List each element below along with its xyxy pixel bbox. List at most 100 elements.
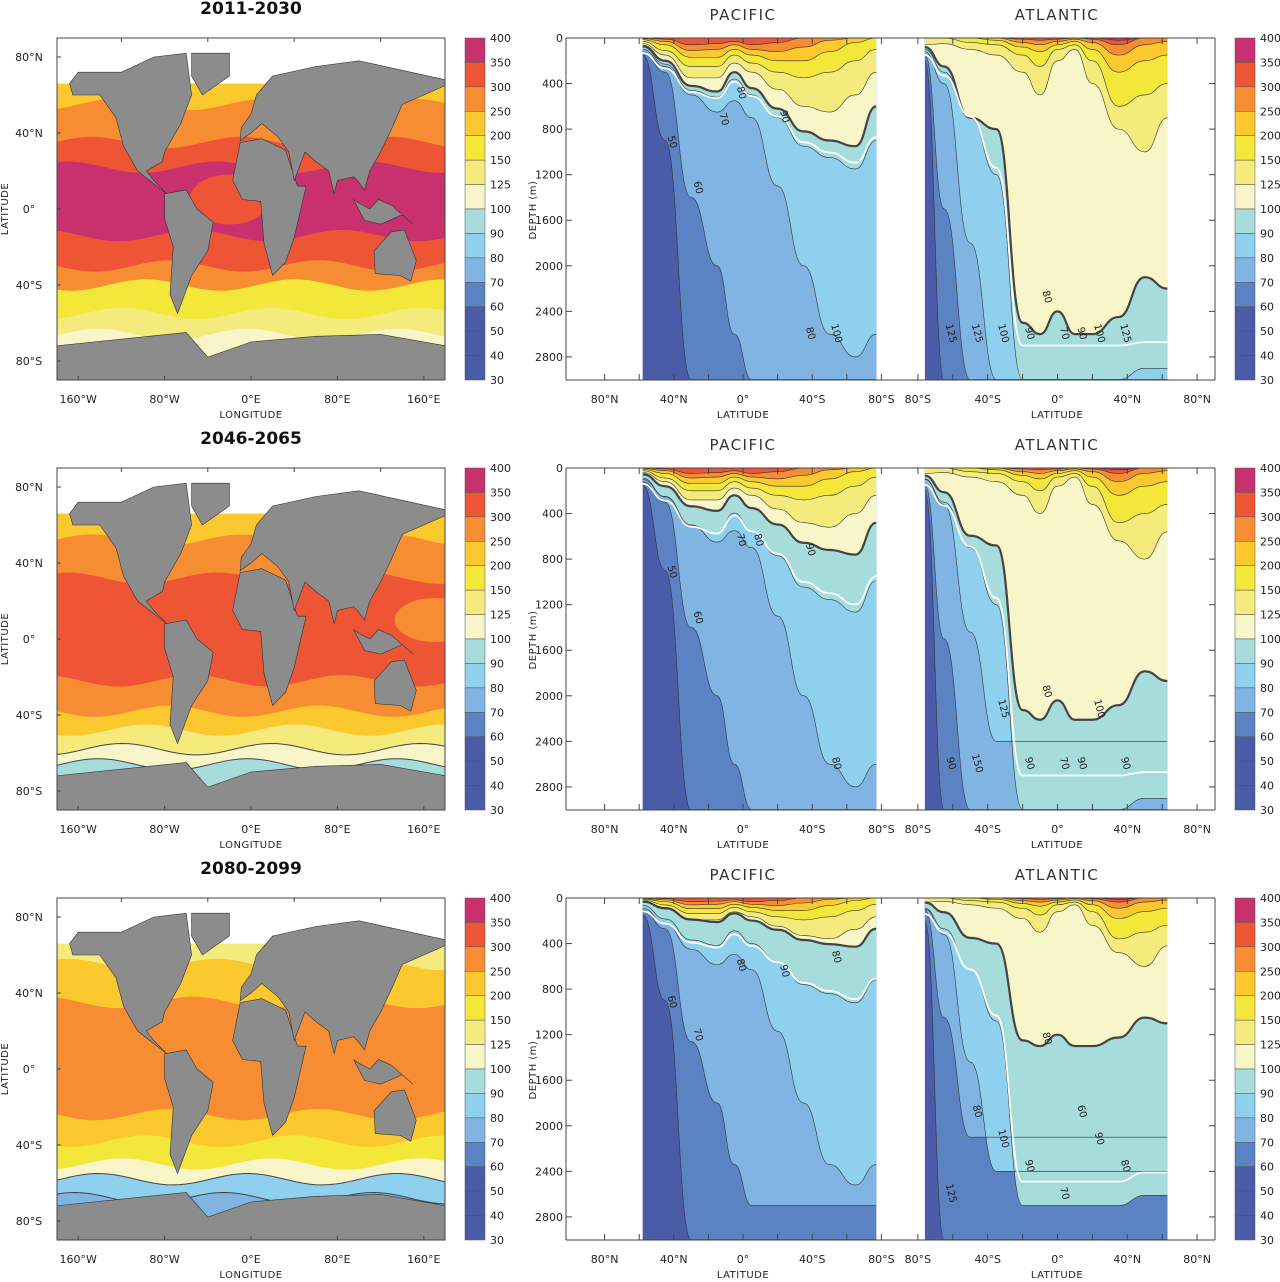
- colorbar-label: 400: [490, 32, 511, 45]
- colorbar-swatch: [1234, 1166, 1256, 1192]
- colorbar-swatch: [464, 995, 486, 1021]
- colorbar-label: 30: [1260, 374, 1274, 387]
- colorbar-swatch: [464, 492, 486, 518]
- lat-tick-label: 0°: [737, 393, 750, 406]
- depth-tick-label: 2800: [535, 351, 563, 364]
- colorbar-label: 100: [490, 633, 511, 646]
- contour-label: 80: [1118, 1159, 1132, 1174]
- colorbar-label: 200: [490, 560, 511, 573]
- lon-tick-label: 80°E: [324, 823, 350, 836]
- colorbar-label: 30: [490, 804, 504, 817]
- lat-tick-label: 80°S: [868, 393, 894, 406]
- lat-tick-label: 40°N: [660, 1253, 688, 1266]
- contour-label: 100: [1091, 323, 1107, 344]
- depth-tick-label: 1200: [535, 599, 563, 612]
- basin-title: PACIFIC: [709, 6, 776, 24]
- colorbar-swatch: [464, 638, 486, 664]
- contour-label: 90: [1022, 756, 1036, 771]
- lat-tick-label: 80°N: [15, 51, 43, 64]
- basin-title: PACIFIC: [709, 866, 776, 884]
- colorbar-swatch: [464, 184, 486, 210]
- lon-tick-label: 160°E: [407, 393, 440, 406]
- contour-label: 80: [751, 533, 765, 548]
- colorbar-swatch: [464, 86, 486, 112]
- colorbar-swatch: [1234, 760, 1256, 786]
- lat-tick-label: 80°S: [905, 823, 931, 836]
- colorbar: [464, 467, 486, 811]
- lat-tick-label: 80°N: [1183, 823, 1211, 836]
- colorbar-label: 60: [490, 301, 504, 314]
- colorbar-label: 80: [490, 252, 504, 265]
- contour-label: 125: [1117, 323, 1133, 344]
- colorbar-label: 250: [1260, 535, 1280, 548]
- pacific-warm-region: [394, 598, 445, 642]
- africa-landmass: [232, 568, 307, 707]
- colorbar-swatch: [464, 1215, 486, 1241]
- colorbar-label: 100: [490, 203, 511, 216]
- y-axis-label: LATITUDE: [0, 1043, 11, 1095]
- colorbar-label: 125: [490, 1039, 511, 1052]
- north-america-landmass: [69, 52, 192, 195]
- basin-title: ATLANTIC: [1015, 6, 1100, 24]
- contour-label: 80: [829, 756, 843, 771]
- colorbar-label: 40: [490, 350, 504, 363]
- contour-label: 90: [803, 542, 817, 557]
- y-axis-label: DEPTH (m): [528, 1041, 539, 1100]
- colorbar-swatch: [464, 355, 486, 381]
- contour-label: 90: [944, 756, 958, 771]
- depth-tick-label: 1600: [535, 214, 563, 227]
- colorbar-swatch: [464, 760, 486, 786]
- row-1: [56, 37, 1256, 381]
- atlantic-section: [917, 37, 1198, 381]
- contour-label: 90: [1022, 1159, 1036, 1174]
- colorbar-swatch: [1234, 663, 1256, 689]
- contour-label: 100: [995, 323, 1011, 344]
- depth-tick-label: 2800: [535, 1211, 563, 1224]
- south-america-landmass: [164, 189, 214, 315]
- colorbar-swatch: [1234, 62, 1256, 88]
- africa-landmass: [232, 138, 307, 277]
- lat-tick-label: 0°: [1051, 1253, 1064, 1266]
- x-axis-label: LONGITUDE: [219, 410, 282, 421]
- colorbar-label: 125: [490, 179, 511, 192]
- y-axis-label: DEPTH (m): [528, 611, 539, 670]
- colorbar-swatch: [464, 282, 486, 307]
- depth-tick-label: 2400: [535, 305, 563, 318]
- contour-label: 80: [1040, 289, 1054, 304]
- colorbar-label: 90: [1260, 1087, 1274, 1100]
- south-america-landmass: [164, 619, 214, 745]
- lat-tick-label: 80°S: [905, 1253, 931, 1266]
- colorbar-swatch: [464, 257, 486, 283]
- colorbar-swatch: [464, 971, 486, 996]
- contour-line-150: [924, 897, 1168, 940]
- colorbar-swatch: [1234, 159, 1256, 185]
- colorbar-label: 200: [1260, 990, 1280, 1003]
- colorbar-swatch: [1234, 330, 1256, 356]
- colorbar-label: 70: [490, 276, 504, 289]
- colorbar-label: 60: [1260, 731, 1274, 744]
- colorbar-swatch: [464, 233, 486, 259]
- x-axis-label: LONGITUDE: [219, 840, 282, 851]
- lat-tick-label: 80°S: [868, 1253, 894, 1266]
- colorbar-swatch: [1234, 492, 1256, 518]
- colorbar-label: 80: [1260, 682, 1274, 695]
- lat-tick-label: 0°: [737, 823, 750, 836]
- colorbar-label: 200: [490, 990, 511, 1003]
- lat-tick-label: 80°N: [15, 911, 43, 924]
- contour-line-100: [642, 473, 877, 556]
- contour-label: 70: [1057, 326, 1071, 341]
- colorbar-label: 80: [1260, 1112, 1274, 1125]
- colorbar: [1234, 37, 1256, 381]
- colorbar-label: 400: [1260, 32, 1280, 45]
- contour-label: 125: [969, 323, 985, 344]
- colorbar-label: 70: [490, 1136, 504, 1149]
- x-axis-label: LATITUDE: [1031, 1270, 1083, 1278]
- colorbar-label: 300: [490, 81, 511, 94]
- contour-line-150: [924, 467, 1168, 523]
- x-axis-label: LATITUDE: [1031, 410, 1083, 421]
- saturation-horizon-line: [924, 54, 1168, 347]
- lat-tick-label: 40°N: [1113, 1253, 1141, 1266]
- maritime-continent-landmass: [353, 1059, 414, 1085]
- colorbar-swatch: [1234, 355, 1256, 381]
- depth-tick-label: 2400: [535, 1165, 563, 1178]
